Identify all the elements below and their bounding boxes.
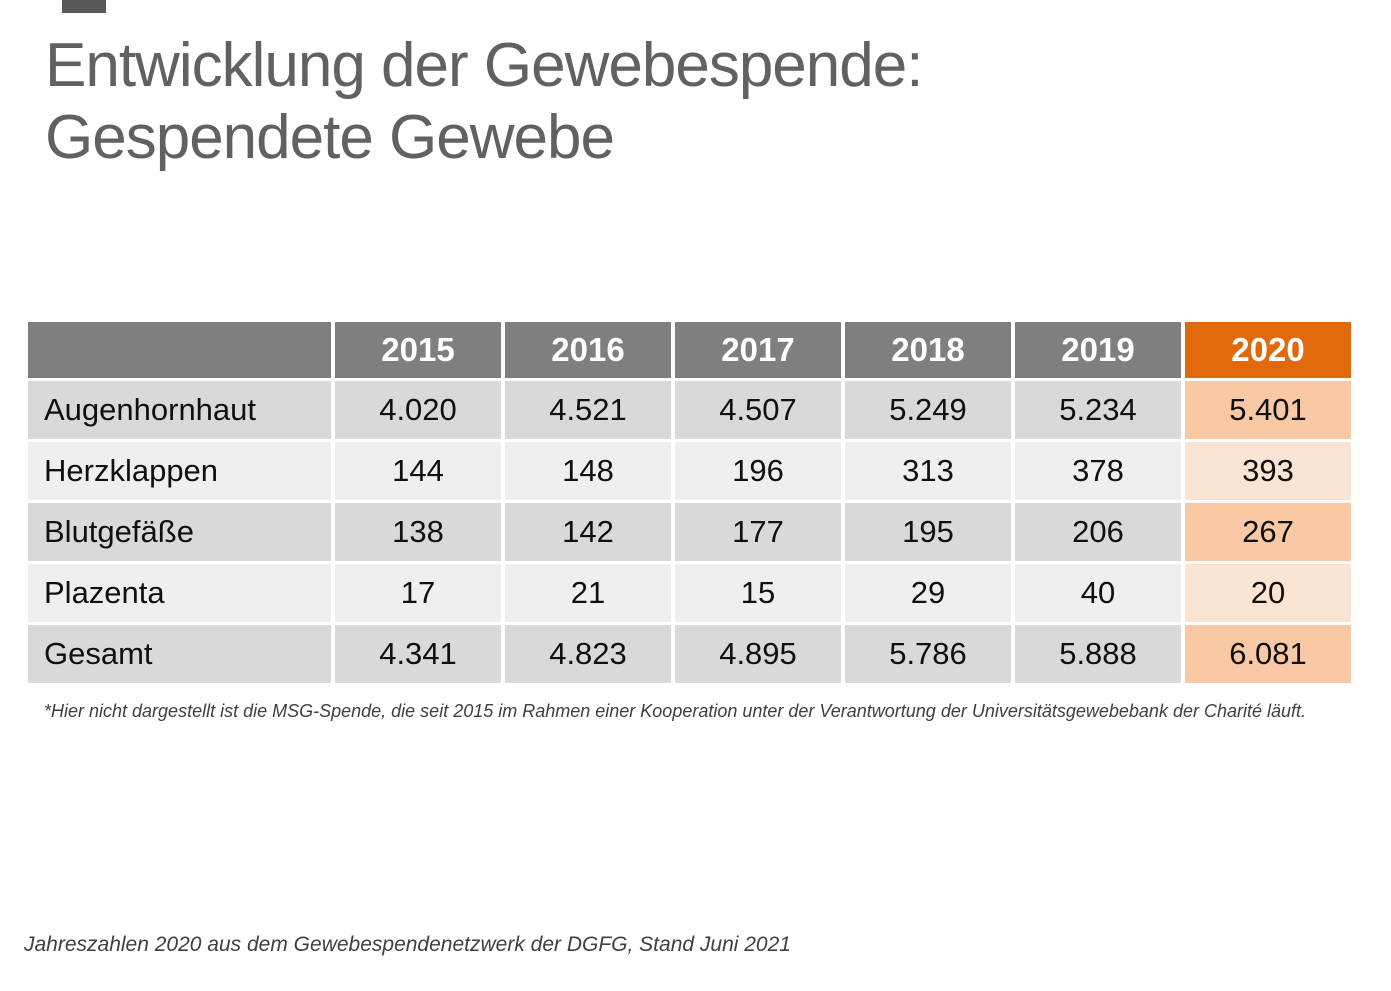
source-note: Jahreszahlen 2020 aus dem Gewebespendene… [24,933,791,956]
cell-blutgefe-2017: 177 [675,503,841,561]
cell-plazenta-2016: 21 [505,564,671,622]
cell-gesamt-2016: 4.823 [505,625,671,683]
cell-augenhornhaut-2015: 4.020 [335,381,501,439]
cell-herzklappen-2018: 313 [845,442,1011,500]
cell-blutgefe-2018: 195 [845,503,1011,561]
year-header-2015: 2015 [335,322,501,378]
cell-plazenta-2019: 40 [1015,564,1181,622]
cell-plazenta-2015: 17 [335,564,501,622]
cell-blutgefe-2015: 138 [335,503,501,561]
cell-blutgefe-2020: 267 [1185,503,1351,561]
year-header-2020: 2020 [1185,322,1351,378]
cell-gesamt-2019: 5.888 [1015,625,1181,683]
donated-tissues-table: 2015 2016 2017 2018 2019 2020 Augenhornhaut 4.… [24,319,1355,686]
row-label-gesamt: Gesamt [28,625,331,683]
cell-blutgefe-2019: 206 [1015,503,1181,561]
year-header-2017: 2017 [675,322,841,378]
cell-augenhornhaut-2020: 5.401 [1185,381,1351,439]
cell-gesamt-2017: 4.895 [675,625,841,683]
table-row-augenhornhaut: Augenhornhaut 4.020 4.521 4.507 5.249 5.234 5.… [28,381,1351,439]
cell-gesamt-2015: 4.341 [335,625,501,683]
page-title: Entwicklung der Gewebespende: Gespendete… [45,30,923,174]
cropped-logo-fragment [62,0,106,13]
table-corner-cell [28,322,331,378]
row-label-plazenta: Plazenta [28,564,331,622]
cell-herzklappen-2019: 378 [1015,442,1181,500]
page-title-line2: Gespendete Gewebe [45,103,615,172]
table-row-herzklappen: Herzklappen 144 148 196 313 378 393 [28,442,1351,500]
cell-gesamt-2018: 5.786 [845,625,1011,683]
cell-augenhornhaut-2016: 4.521 [505,381,671,439]
cell-herzklappen-2020: 393 [1185,442,1351,500]
cell-blutgefe-2016: 142 [505,503,671,561]
table-footnote: *Hier nicht dargestellt ist die MSG-Spen… [44,701,1307,721]
cell-plazenta-2018: 29 [845,564,1011,622]
cell-gesamt-2020: 6.081 [1185,625,1351,683]
cell-herzklappen-2016: 148 [505,442,671,500]
table-row-gesamt: Gesamt 4.341 4.823 4.895 5.786 5.888 6.081 [28,625,1351,683]
row-label-blutgefe: Blutgefäße [28,503,331,561]
row-label-augenhornhaut: Augenhornhaut [28,381,331,439]
cell-herzklappen-2017: 196 [675,442,841,500]
year-header-2019: 2019 [1015,322,1181,378]
table-header-row: 2015 2016 2017 2018 2019 2020 [28,322,1351,378]
page-title-line1: Entwicklung der Gewebespende: [45,31,923,100]
cell-augenhornhaut-2017: 4.507 [675,381,841,439]
table-body: Augenhornhaut 4.020 4.521 4.507 5.249 5.234 5.… [28,381,1351,683]
table-row-blutgefe: Blutgefäße 138 142 177 195 206 267 [28,503,1351,561]
year-header-2016: 2016 [505,322,671,378]
row-label-herzklappen: Herzklappen [28,442,331,500]
cell-plazenta-2020: 20 [1185,564,1351,622]
cell-augenhornhaut-2019: 5.234 [1015,381,1181,439]
cell-plazenta-2017: 15 [675,564,841,622]
year-header-2018: 2018 [845,322,1011,378]
table-row-plazenta: Plazenta 17 21 15 29 40 20 [28,564,1351,622]
cell-augenhornhaut-2018: 5.249 [845,381,1011,439]
cell-herzklappen-2015: 144 [335,442,501,500]
